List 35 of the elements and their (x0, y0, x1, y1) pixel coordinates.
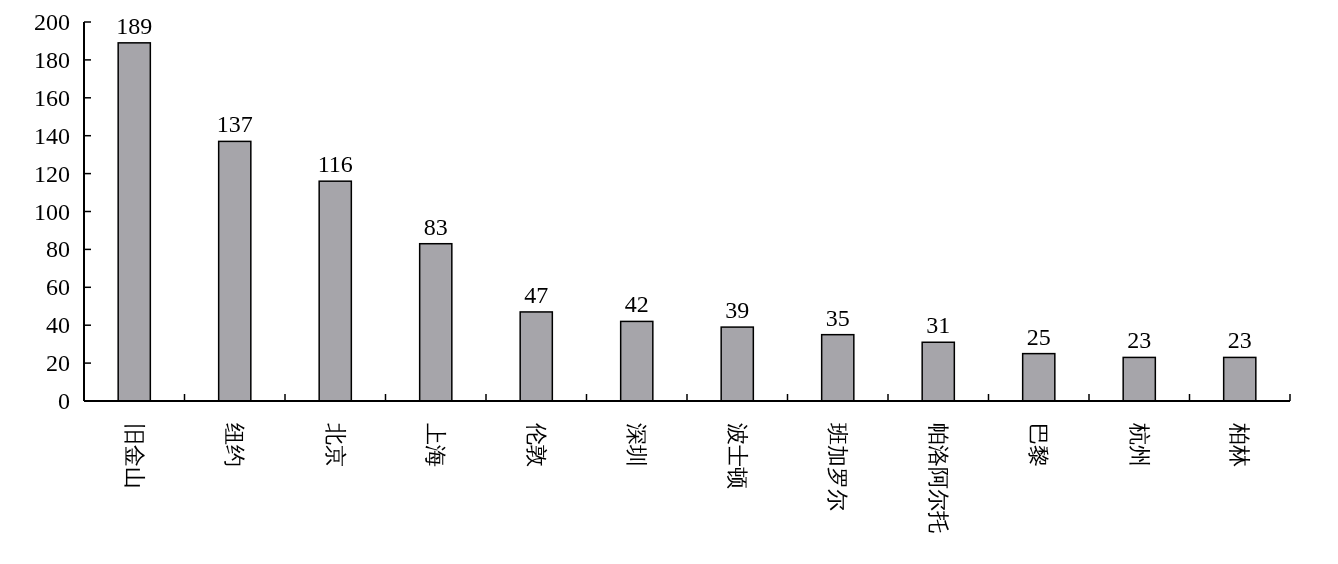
x-tick-label: 旧金山 (121, 423, 147, 489)
x-tick-label: 班加罗尔 (825, 423, 851, 511)
y-tick-label: 60 (46, 274, 70, 301)
y-tick-label: 100 (34, 198, 70, 225)
y-tick-label: 160 (34, 84, 70, 111)
y-tick-label: 0 (58, 388, 70, 414)
data-label: 42 (624, 291, 649, 318)
y-tick-label: 140 (34, 122, 70, 149)
data-label: 25 (1026, 323, 1051, 350)
data-label: 189 (116, 12, 153, 39)
x-tick-label: 巴黎 (1026, 423, 1052, 467)
x-tick-label: 上海 (423, 423, 449, 467)
y-tick-label: 20 (46, 350, 70, 377)
x-tick-label: 帕洛阿尔托 (925, 423, 951, 533)
data-label: 31 (926, 312, 951, 339)
data-label: 116 (317, 151, 353, 178)
x-tick-label: 杭州 (1126, 422, 1152, 467)
data-label: 137 (216, 111, 253, 138)
data-label: 83 (423, 213, 448, 240)
y-tick-label: 40 (46, 312, 70, 339)
data-label: 39 (725, 297, 750, 324)
x-tick-label: 波士顿 (724, 423, 750, 489)
data-label: 47 (524, 281, 549, 308)
y-tick-label: 200 (34, 9, 70, 35)
x-tick-label: 深圳 (624, 423, 650, 467)
x-tick-label: 伦敦 (523, 423, 549, 467)
data-label: 23 (1227, 327, 1252, 354)
data-label: 35 (825, 304, 850, 331)
y-tick-label: 180 (34, 46, 70, 73)
y-tick-label: 80 (46, 236, 70, 263)
x-tick-label: 柏林 (1227, 422, 1253, 467)
data-label: 23 (1127, 327, 1152, 354)
y-tick-label: 120 (34, 160, 70, 187)
x-tick-label: 北京 (322, 423, 348, 467)
x-tick-label: 纽约 (222, 423, 248, 467)
